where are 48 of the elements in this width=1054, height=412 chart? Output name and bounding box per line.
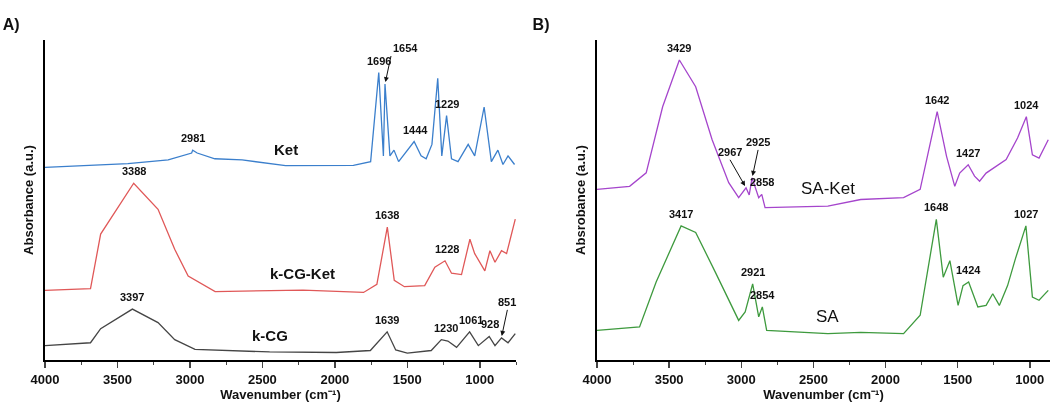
annotation: 1639: [375, 314, 400, 326]
x-tick-label: 3500: [654, 371, 684, 387]
x-tick-label: 2000: [871, 371, 900, 387]
annotation: 1228: [435, 243, 460, 255]
series-label: SA: [816, 307, 840, 326]
y-axis-title: Absorbance (a.u.): [21, 145, 37, 255]
annotation: 928: [481, 318, 500, 330]
annotation: 1427: [956, 147, 981, 159]
series-label: Ket: [274, 141, 299, 158]
series-label: SA-Ket: [801, 179, 856, 198]
annotation: 1654: [393, 42, 419, 54]
annotation: 1642: [925, 94, 950, 106]
x-tick-label: 1000: [465, 371, 495, 387]
annotation: 851: [498, 296, 517, 308]
x-tick-label: 1000: [1015, 371, 1045, 387]
annotation: 2981: [181, 132, 206, 144]
x-axis-title: Wavenumber (cm⁻¹): [763, 386, 884, 402]
annotation: 2921: [741, 266, 766, 278]
annotation: 1027: [1014, 208, 1039, 220]
x-tick-label: 4000: [582, 371, 612, 387]
chart-title: A): [2, 15, 20, 33]
x-tick-label: 2000: [320, 371, 350, 387]
annotation: 1230: [434, 322, 459, 334]
annotation: 1444: [403, 124, 429, 136]
series-label: k-CG-Ket: [270, 265, 336, 282]
x-tick-label: 1500: [943, 371, 973, 387]
annotation: 3397: [120, 291, 145, 303]
x-tick-label: 2500: [247, 371, 277, 387]
annotation: 1638: [375, 209, 400, 221]
chart-title: B): [532, 15, 550, 33]
y-axis-title: Absrobance (a.u.): [573, 145, 589, 255]
x-tick-label: 3000: [175, 371, 205, 387]
annotation: 1696: [367, 55, 392, 67]
annotation: 2967: [718, 146, 743, 158]
annotation: 1024: [1014, 99, 1040, 111]
x-tick-label: 3000: [726, 371, 756, 387]
annotation: 1648: [924, 201, 949, 213]
x-tick-label: 2500: [798, 371, 828, 387]
series-label: k-CG: [252, 327, 288, 344]
x-tick-label: 4000: [30, 371, 60, 387]
annotation: 3429: [667, 42, 692, 54]
annotation: 3388: [122, 165, 147, 177]
x-tick-label: 3500: [103, 371, 132, 387]
annotation: 2925: [746, 136, 771, 148]
x-tick-label: 1500: [392, 371, 422, 387]
annotation: 3417: [669, 208, 694, 220]
x-axis-title: Wavenumber (cm⁻¹): [220, 386, 341, 402]
annotation: 1424: [956, 264, 982, 276]
